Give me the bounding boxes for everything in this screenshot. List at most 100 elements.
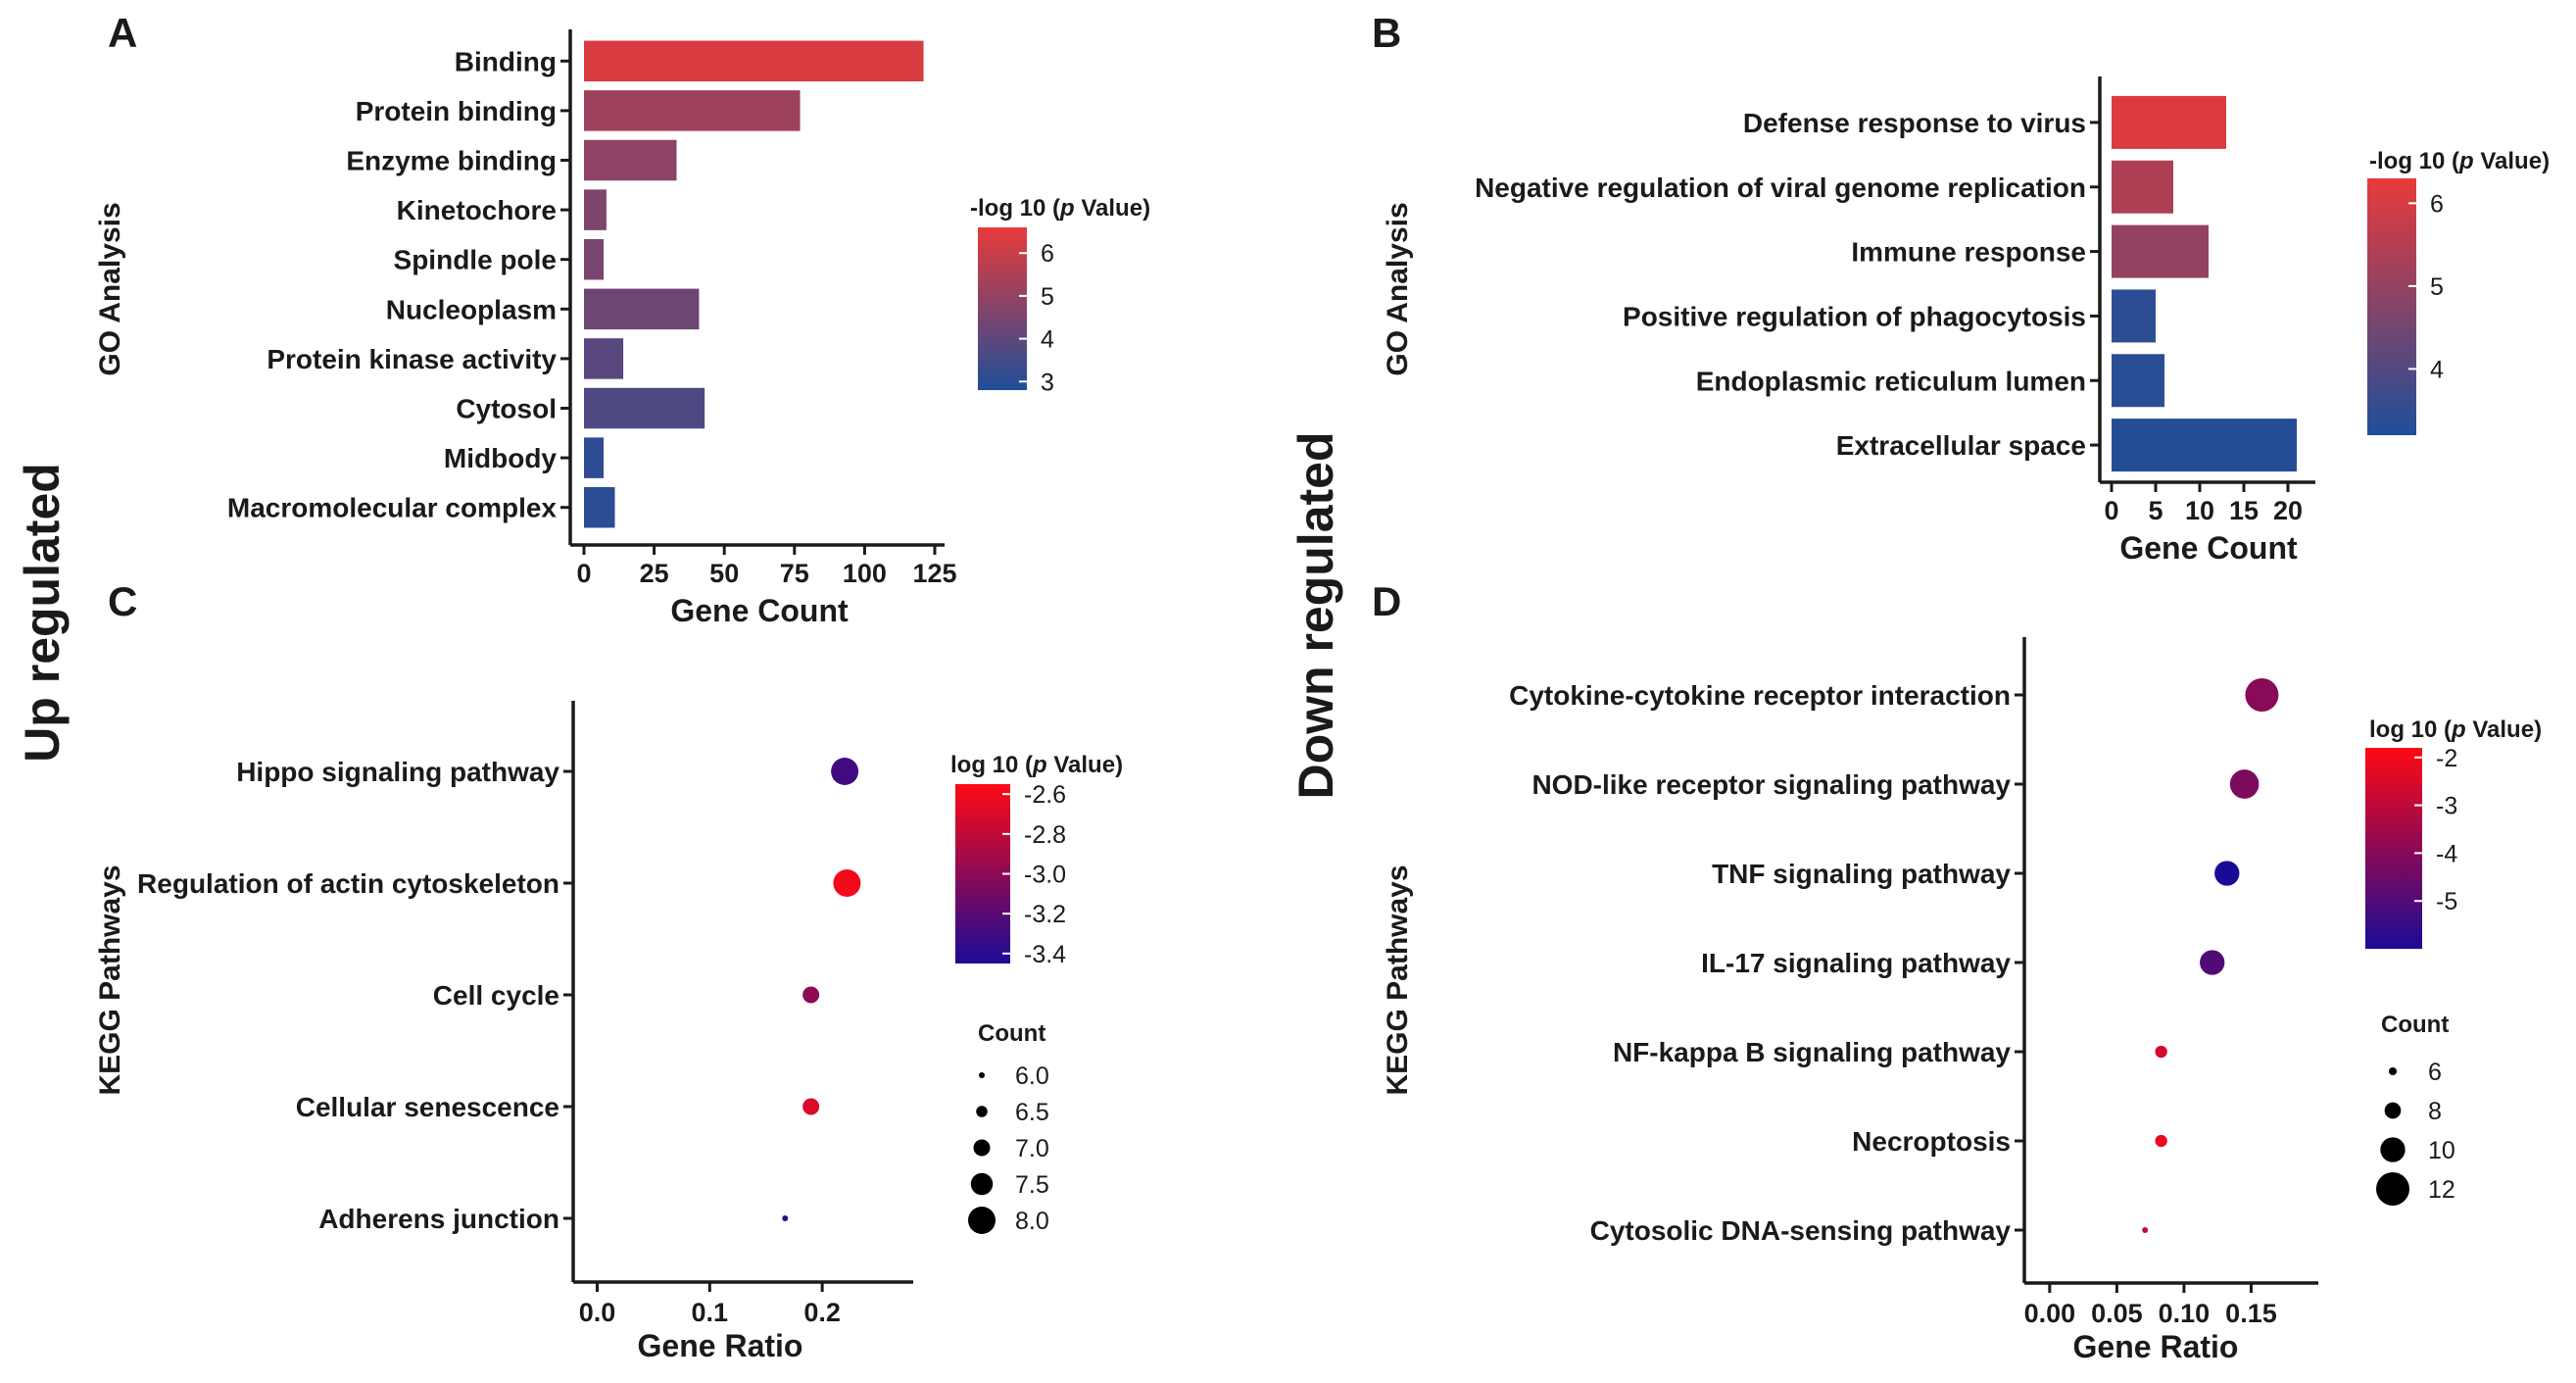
b-x-tick-label: 10 (2185, 496, 2214, 525)
b-bar (2112, 160, 2173, 214)
d-colorbar-label: -3 (2436, 793, 2457, 820)
b-x-axis-title: Gene Count (2119, 530, 2298, 566)
a-category-label: Protein kinase activity (267, 344, 557, 374)
d-size-legend-title: Count (2381, 1012, 2449, 1038)
d-point (2245, 678, 2279, 712)
c-category-label: Cell cycle (433, 980, 559, 1011)
c-x-tick-label: 0.1 (692, 1298, 729, 1327)
b-bar (2112, 224, 2209, 278)
b-y-axis-title: GO Analysis (1382, 202, 1414, 375)
d-size-legend-dot (2376, 1172, 2409, 1206)
c-y-axis-title: KEGG Pathways (94, 864, 126, 1095)
d-category-label: Necroptosis (1852, 1126, 2011, 1157)
c-x-tick-label: 0.2 (803, 1298, 841, 1327)
c-point (802, 986, 820, 1004)
c-colorbar-label: -3.0 (1024, 862, 1066, 889)
d-size-legend-dot (2384, 1102, 2402, 1119)
d-x-tick-label: 0.00 (2024, 1299, 2076, 1328)
a-colorbar-label: 4 (1041, 326, 1054, 354)
a-bar (584, 338, 624, 379)
a-category-label: Cytosol (456, 394, 557, 424)
d-legend-title: log 10 (p Value) (2369, 716, 2542, 743)
d-point (2200, 950, 2225, 975)
d-point (2155, 1134, 2167, 1148)
b-legend-title: -log 10 (p Value) (2369, 148, 2550, 174)
d-size-legend-label: 12 (2428, 1176, 2455, 1204)
c-category-label: Hippo signaling pathway (236, 757, 559, 787)
a-panel-letter: A (108, 10, 137, 56)
d-colorbar-label: -4 (2436, 840, 2457, 867)
c-size-legend-dot (970, 1172, 994, 1196)
b-colorbar (2367, 178, 2416, 435)
panel-b: B Defense response to virus Negative regul… (1372, 10, 2550, 566)
c-colorbar (955, 784, 1010, 963)
a-category-label: Binding (455, 46, 557, 76)
d-y-axis-title: KEGG Pathways (1382, 864, 1414, 1095)
c-point (833, 869, 861, 897)
a-x-tick-label: 100 (843, 559, 887, 588)
a-x-tick-label: 0 (576, 559, 591, 588)
d-point (2214, 861, 2240, 886)
c-colorbar-label: -2.6 (1024, 781, 1066, 809)
d-size-legend-label: 8 (2428, 1098, 2442, 1125)
b-colorbar-label: 5 (2430, 273, 2444, 301)
d-size-legend-label: 10 (2428, 1137, 2455, 1164)
c-colorbar-label: -2.8 (1024, 821, 1066, 849)
a-category-label: Spindle pole (394, 245, 557, 275)
d-category-label: NF-kappa B signaling pathway (1613, 1037, 2011, 1067)
c-size-legend-dot (968, 1207, 996, 1234)
c-size-legend-dot (976, 1106, 988, 1117)
b-x-tick-label: 20 (2273, 496, 2303, 525)
d-colorbar (2365, 748, 2422, 949)
a-bar (584, 40, 924, 82)
d-category-label: Cytokine-cytokine receptor interaction (1509, 680, 2011, 711)
a-bar (584, 288, 700, 330)
c-point (782, 1215, 789, 1221)
a-colorbar-label: 5 (1041, 283, 1054, 311)
c-colorbar-label: -3.2 (1024, 901, 1066, 928)
d-colorbar-label: -5 (2436, 888, 2457, 915)
a-bar (584, 139, 677, 181)
c-category-label: Adherens junction (318, 1204, 559, 1234)
a-bar (584, 437, 605, 478)
panel-a: A Binding Protein binding Enzyme binding Kin… (94, 10, 1150, 628)
c-category-label: Regulation of actin cytoskeleton (137, 868, 559, 899)
d-category-label: Cytosolic DNA-sensing pathway (1590, 1215, 2012, 1246)
a-x-tick-label: 25 (640, 559, 669, 588)
c-x-axis-title: Gene Ratio (638, 1328, 803, 1363)
a-category-label: Macromolecular complex (227, 493, 558, 523)
b-category-label: Positive regulation of phagocytosis (1623, 301, 2086, 331)
a-colorbar (978, 227, 1027, 390)
a-bar (584, 189, 607, 230)
a-legend-title: -log 10 (p Value) (970, 195, 1150, 222)
a-category-label: Midbody (444, 443, 558, 473)
c-point (802, 1098, 820, 1115)
d-size-legend-dot (2389, 1067, 2397, 1075)
c-size-legend-label: 6.5 (1015, 1099, 1049, 1126)
d-category-label: TNF signaling pathway (1712, 859, 2011, 889)
c-panel-letter: C (108, 578, 137, 624)
a-bar (584, 486, 615, 528)
a-y-axis-title: GO Analysis (94, 202, 126, 375)
b-category-label: Negative regulation of viral genome repl… (1475, 173, 2086, 203)
a-colorbar-label: 6 (1041, 240, 1054, 268)
d-category-label: NOD-like receptor signaling pathway (1531, 769, 2011, 800)
d-point (2142, 1227, 2149, 1233)
d-size-legend-label: 6 (2428, 1059, 2442, 1086)
c-size-legend-label: 6.0 (1015, 1062, 1049, 1090)
d-point (2155, 1045, 2167, 1059)
d-x-tick-label: 0.10 (2159, 1299, 2211, 1328)
d-size-legend-dot (2380, 1137, 2406, 1162)
b-colorbar-label: 4 (2430, 356, 2444, 383)
b-panel-letter: B (1372, 10, 1401, 56)
a-x-tick-label: 75 (780, 559, 809, 588)
d-x-axis-title: Gene Ratio (2073, 1329, 2239, 1364)
c-size-legend-label: 8.0 (1015, 1208, 1049, 1235)
up-regulated-label: Up regulated (15, 463, 70, 763)
a-x-tick-label: 125 (912, 559, 956, 588)
b-category-label: Endoplasmic reticulum lumen (1696, 366, 2086, 396)
a-category-label: Nucleoplasm (386, 294, 557, 324)
d-point (2229, 769, 2260, 799)
b-colorbar-label: 6 (2430, 190, 2444, 218)
